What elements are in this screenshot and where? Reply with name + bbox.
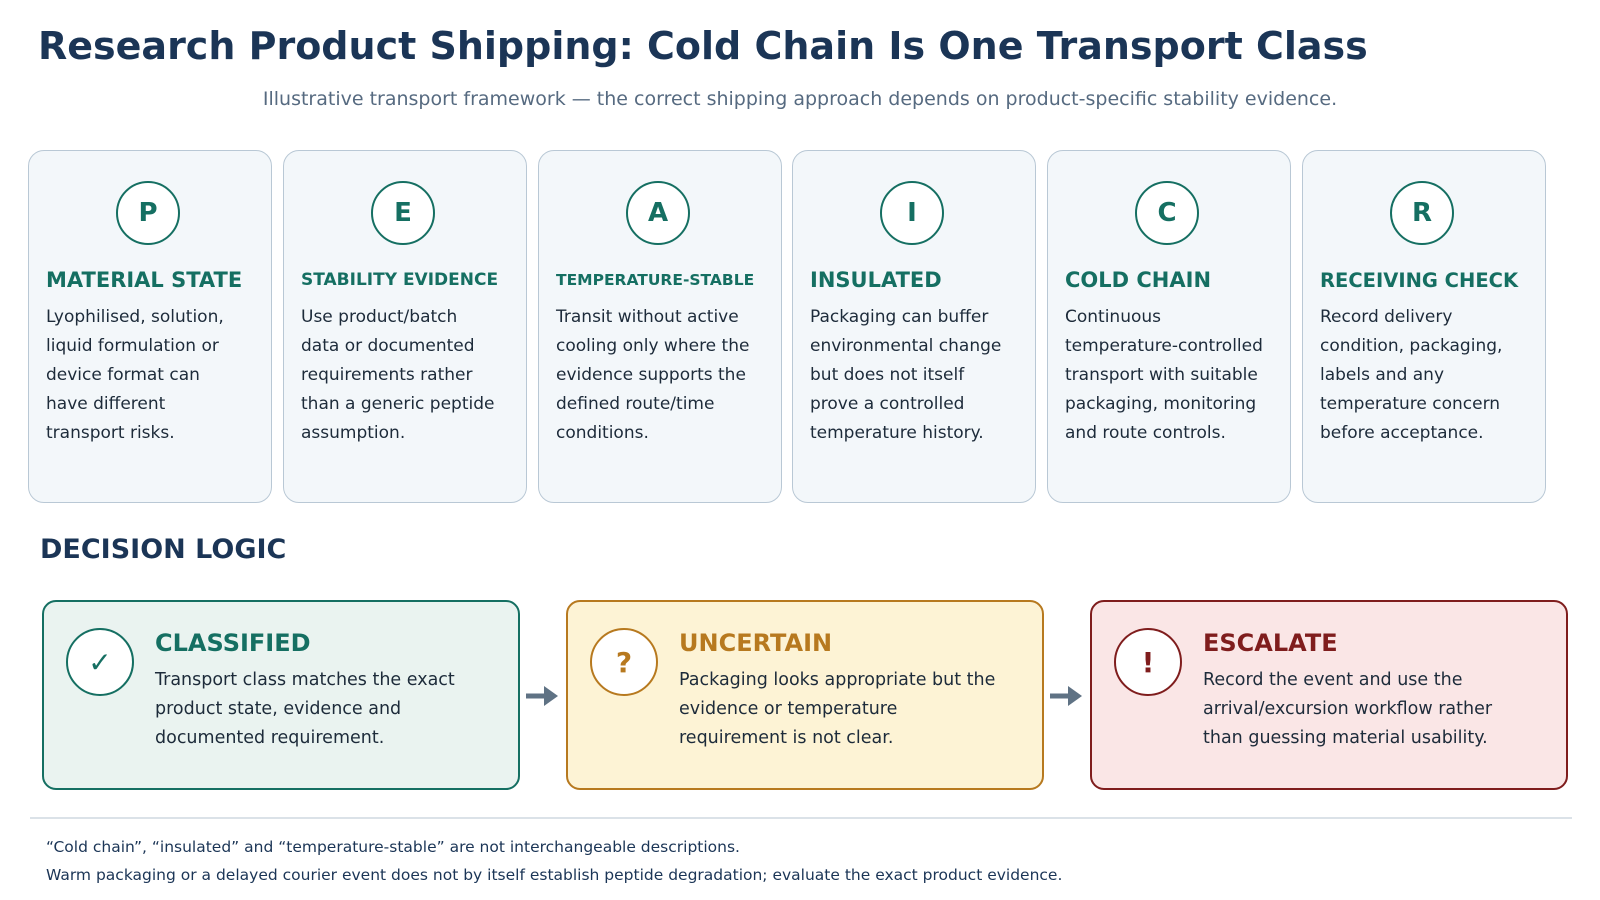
footer-divider [30,817,1572,819]
card-line: Transit without active [556,307,739,327]
card-receiving-check: R RECEIVING CHECK Record delivery condit… [1302,150,1546,503]
card-line: requirements rather [301,365,473,385]
card-body: Use product/batch data or documented req… [301,303,516,448]
card-cold-chain: C COLD CHAIN Continuous temperature-cont… [1047,150,1291,503]
decision-line: Transport class matches the exact [155,670,455,690]
card-line: evidence supports the [556,365,746,385]
decision-title: CLASSIFIED [155,629,311,657]
card-insulated: I INSULATED Packaging can buffer environ… [792,150,1036,503]
section-heading-decision-logic: DECISION LOGIC [40,534,287,565]
card-title: RECEIVING CHECK [1320,268,1519,292]
decision-line: requirement is not clear. [679,728,894,748]
card-line: prove a controlled [810,394,965,414]
card-line: defined route/time [556,394,715,414]
card-line: cooling only where the [556,336,750,356]
card-line: labels and any [1320,365,1445,385]
exclamation-icon: ! [1114,628,1182,696]
letter-badge-e: E [371,181,435,245]
card-temperature-stable: A TEMPERATURE-STABLE Transit without act… [538,150,782,503]
card-line: assumption. [301,423,406,443]
footnote-1: “Cold chain”, “insulated” and “temperatu… [46,838,740,856]
page-subtitle: Illustrative transport framework — the c… [262,88,1338,110]
card-line: environmental change [810,336,1002,356]
card-line: temperature history. [810,423,984,443]
decision-line: evidence or temperature [679,699,898,719]
decision-line: arrival/excursion workflow rather [1203,699,1493,719]
card-title: TEMPERATURE-STABLE [556,271,755,289]
page-title: Research Product Shipping: Cold Chain Is… [38,24,1368,68]
card-line: data or documented [301,336,475,356]
decision-body: Record the event and use the arrival/exc… [1203,666,1546,753]
card-line: temperature concern [1320,394,1501,414]
card-line: liquid formulation or [46,336,219,356]
card-title: STABILITY EVIDENCE [301,270,499,290]
decision-escalate: ! ESCALATE Record the event and use the … [1090,600,1568,790]
letter-badge-i: I [880,181,944,245]
card-body: Record delivery condition, packaging, la… [1320,303,1535,448]
letter-badge-p: P [116,181,180,245]
card-line: and route controls. [1065,423,1226,443]
decision-body: Transport class matches the exact produc… [155,666,498,753]
decision-line: than guessing material usability. [1203,728,1488,748]
card-body: Continuous temperature-controlled transp… [1065,303,1280,448]
decision-classified: ✓ CLASSIFIED Transport class matches the… [42,600,520,790]
card-line: have different [46,394,166,414]
decision-line: Packaging looks appropriate but the [679,670,996,690]
decision-body: Packaging looks appropriate but the evid… [679,666,1022,753]
card-line: packaging, monitoring [1065,394,1257,414]
arrow-right-icon [526,686,558,706]
card-line: Lyophilised, solution, [46,307,224,327]
card-body: Transit without active cooling only wher… [556,303,771,448]
card-line: conditions. [556,423,649,443]
decision-line: documented requirement. [155,728,385,748]
card-line: temperature-controlled [1065,336,1263,356]
decision-line: Record the event and use the [1203,670,1463,690]
card-line: before acceptance. [1320,423,1484,443]
card-body: Lyophilised, solution, liquid formulatio… [46,303,261,448]
letter-badge-a: A [626,181,690,245]
arrow-right-icon [1050,686,1082,706]
card-line: Record delivery [1320,307,1453,327]
decision-title: UNCERTAIN [679,629,833,657]
card-material-state: P MATERIAL STATE Lyophilised, solution, … [28,150,272,503]
decision-uncertain: ? UNCERTAIN Packaging looks appropriate … [566,600,1044,790]
card-title: INSULATED [810,268,942,292]
card-title: MATERIAL STATE [46,268,243,292]
card-line: but does not itself [810,365,965,385]
question-mark-icon: ? [590,628,658,696]
decision-line: product state, evidence and [155,699,402,719]
decision-title: ESCALATE [1203,629,1338,657]
card-line: Use product/batch [301,307,458,327]
card-line: Continuous [1065,307,1162,327]
card-line: device format can [46,365,200,385]
card-line: condition, packaging, [1320,336,1503,356]
letter-badge-r: R [1390,181,1454,245]
footnote-2: Warm packaging or a delayed courier even… [46,866,1063,884]
card-line: transport risks. [46,423,175,443]
framework-cards: P MATERIAL STATE Lyophilised, solution, … [28,150,1572,505]
card-line: Packaging can buffer [810,307,989,327]
card-line: than a generic peptide [301,394,495,414]
checkmark-icon: ✓ [66,628,134,696]
letter-badge-c: C [1135,181,1199,245]
card-title: COLD CHAIN [1065,268,1212,292]
card-body: Packaging can buffer environmental chang… [810,303,1025,448]
card-stability-evidence: E STABILITY EVIDENCE Use product/batch d… [283,150,527,503]
card-line: transport with suitable [1065,365,1258,385]
